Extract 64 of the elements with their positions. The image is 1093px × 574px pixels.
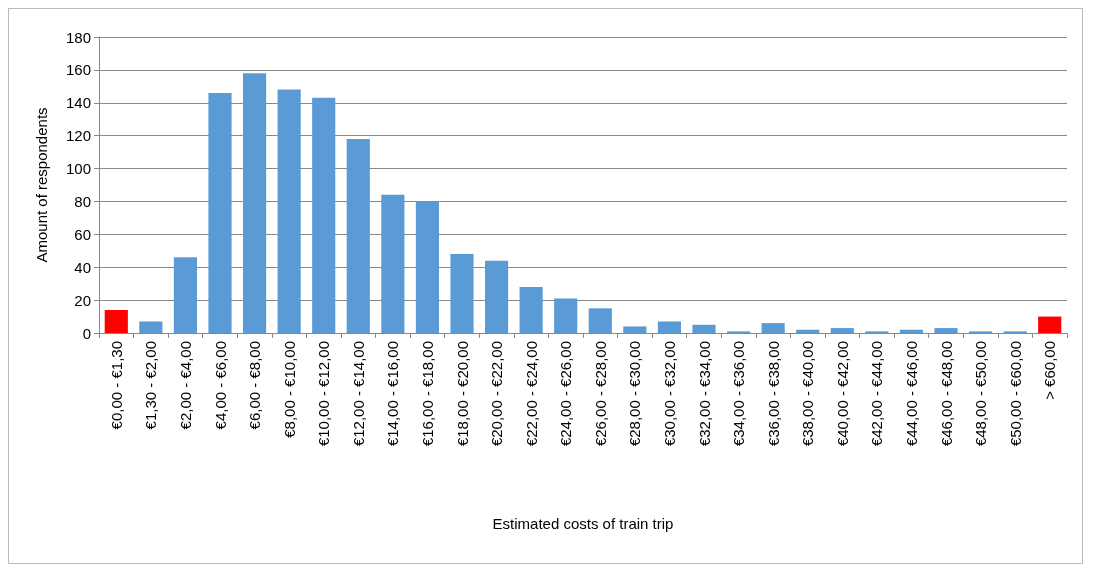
bar: [796, 329, 820, 333]
x-tick-label: €14,00 - €16,00: [384, 341, 402, 447]
x-tick-label: €48,00 - €50,00: [972, 341, 990, 447]
bar: [657, 321, 682, 333]
x-tick-label: €16,00 - €18,00: [418, 341, 436, 447]
bar: [381, 194, 405, 333]
bar: [588, 308, 612, 333]
bar: [346, 138, 370, 333]
x-tick-label: €6,00 - €8,00: [246, 341, 264, 430]
bar: [1038, 316, 1062, 333]
bar: [312, 97, 336, 333]
x-tick-label: €44,00 - €46,00: [902, 341, 920, 447]
bar: [761, 323, 785, 333]
x-tick-label: €28,00 - €30,00: [626, 341, 644, 447]
x-tick-label: €30,00 - €32,00: [660, 341, 678, 447]
y-tick-label: 80: [74, 192, 91, 210]
bar: [208, 92, 232, 333]
y-tick-label: 0: [82, 324, 91, 342]
y-tick-label: 60: [74, 225, 91, 243]
x-tick-label: €50,00 - €60,00: [1006, 341, 1024, 447]
x-tick-label: €2,00 - €4,00: [176, 341, 194, 430]
x-tick-label: €26,00 - €28,00: [591, 341, 609, 447]
x-tick-label: €20,00 - €22,00: [488, 341, 506, 447]
bar: [554, 298, 578, 333]
x-tick-label: €18,00 - €20,00: [453, 341, 471, 447]
x-tick-label: €22,00 - €24,00: [522, 341, 540, 447]
y-tick-label: 140: [65, 94, 91, 112]
x-tick-label: €12,00 - €14,00: [349, 341, 367, 447]
bar: [623, 326, 647, 333]
bar: [104, 309, 128, 333]
x-tick-label: €1,30 - €2,00: [142, 341, 160, 430]
bar: [519, 286, 543, 333]
bar: [173, 257, 198, 333]
x-tick-label: €40,00 - €42,00: [833, 341, 851, 447]
x-tick-label: > €60,00: [1041, 341, 1059, 400]
x-tick-label: €36,00 - €38,00: [764, 341, 782, 447]
x-tick-label: €34,00 - €36,00: [730, 341, 748, 447]
x-tick-label: €10,00 - €12,00: [315, 341, 333, 447]
bar: [484, 260, 509, 333]
bar: [277, 89, 301, 333]
bar: [242, 73, 267, 333]
y-tick-label: 40: [74, 258, 91, 276]
x-tick-label: €8,00 - €10,00: [280, 341, 298, 438]
bar: [899, 329, 924, 333]
bar: [450, 254, 474, 333]
y-tick-label: 100: [65, 160, 91, 178]
bar: [934, 328, 958, 333]
y-tick-label: 120: [65, 127, 91, 145]
x-tick-label: €38,00 - €40,00: [799, 341, 817, 447]
y-axis-title: Amount of respondents: [33, 107, 50, 263]
bar: [830, 328, 854, 333]
bar: [415, 201, 440, 333]
x-axis-title: Estimated costs of train trip: [492, 515, 674, 532]
x-tick-label: €32,00 - €34,00: [695, 341, 713, 447]
y-tick-label: 20: [74, 291, 91, 309]
bar: [692, 324, 716, 333]
x-tick-label: €4,00 - €6,00: [211, 341, 229, 430]
x-tick-label: €46,00 - €48,00: [937, 341, 955, 447]
y-tick-label: 160: [65, 61, 91, 79]
x-tick-label: €42,00 - €44,00: [868, 341, 886, 447]
bar: [139, 321, 163, 333]
y-tick-label: 180: [65, 28, 91, 46]
x-tick-label: €0,00 - €1,30: [107, 341, 125, 430]
x-tick-label: €24,00 - €26,00: [557, 341, 575, 447]
